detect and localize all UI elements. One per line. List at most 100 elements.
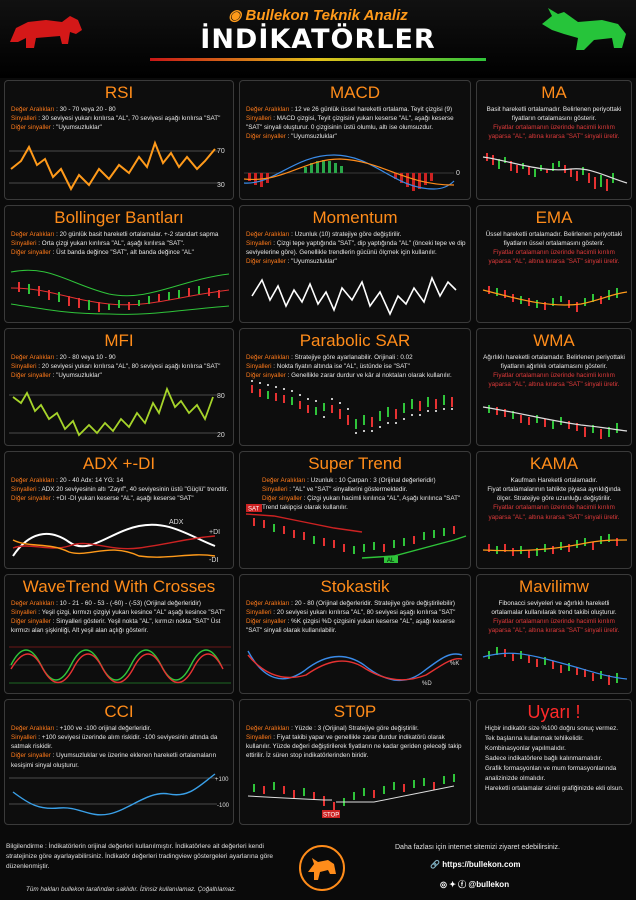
card-title: MACD <box>329 83 381 102</box>
description-title: Kaufman Hareketli ortalamadır. <box>510 477 598 484</box>
card-text: Fibonacci seviyeleri ve ağırlıklı hareke… <box>482 599 626 636</box>
warning-line: Grafik formasyonları ve mum formasyonlar… <box>485 765 617 783</box>
label: Sinyalleri <box>11 734 37 742</box>
level-70: 70 <box>217 148 225 155</box>
bollinger-chart <box>10 269 230 315</box>
card-title: Uyarı ! <box>527 702 581 722</box>
description: Ağırlıklı hareketli ortalamadır. Belirle… <box>483 354 625 371</box>
macd-chart: 0 <box>244 154 460 191</box>
level-minus-100: -100 <box>217 803 230 809</box>
label: Sinyalleri <box>246 734 272 742</box>
description: Basit hareketli ortalamadır. Belirlenen … <box>486 106 622 123</box>
supertrend-chart: SAT AL <box>245 504 467 564</box>
signal-text: Fiyatlar ortalamanın üzerinde hacimli kı… <box>488 372 620 389</box>
value: : Fiyat takibi yapar ve genellikle zarar… <box>246 734 462 760</box>
value: : Yüzde : 3 (Orijinal) Stratejiye göre d… <box>289 725 419 732</box>
bear-icon <box>10 16 82 48</box>
header: ◉ Bullekon Teknik Analiz İNDİKATÖRLER <box>0 0 636 78</box>
description: Fibonacci seviyeleri ve ağırlıklı hareke… <box>491 600 617 617</box>
label: Değer Aralıkları <box>246 231 290 238</box>
value: : 20 - 40 Adx: 14 YG: 14 <box>54 477 124 484</box>
value: : 20 seviyesi yukarı kırılırsa "AL", 80 … <box>36 363 221 371</box>
value: : "AL" ve "SAT" sinyallerini göstermekte… <box>287 486 408 494</box>
warning-line: Sadece indikatörlere bağlı kalınmamalıdı… <box>485 755 603 763</box>
label: Değer Aralıkları <box>11 231 55 238</box>
value: : %K çizgisi %D çizgisini yukarı keserse… <box>246 618 455 635</box>
sat-badge: SAT <box>248 507 260 513</box>
value: : "Uyumsuzluklar" <box>285 258 337 266</box>
card-text: Değer Aralıkları : Stratejiye göre ayarl… <box>246 353 466 380</box>
value: : MACD çizgisi, Teyit çizgisini yukarı k… <box>246 115 454 132</box>
value: : 30 seviyesi yukarı kırılırsa "AL", 70 … <box>36 115 221 123</box>
card-text: Değer Aralıkları : Uzunluk : 10 Çarpan :… <box>262 476 466 513</box>
wma-chart <box>482 405 628 439</box>
card-text: Değer Aralıkları : 12 ve 26 günlük üssel… <box>246 105 466 142</box>
card-text: Değer Aralıkları : Uzunluk (10) strateji… <box>246 230 466 267</box>
card-title: Momentum <box>312 208 398 227</box>
k-label: %K <box>450 661 459 667</box>
value: : 20 - 80 veya 10 - 90 <box>54 354 116 361</box>
label: Diğer sinyaller <box>246 372 286 380</box>
card-ema: EMA Üssel hareketli ortalamadır. Belirle… <box>476 205 632 323</box>
warning-line: Hiçbir indikatör size %100 doğru sonuç v… <box>485 725 618 732</box>
value: : "Uyumsuzluklar" <box>50 372 102 380</box>
label: Diğer sinyaller <box>11 752 51 760</box>
card-bollinger: Bollinger Bantları Değer Aralıkları : 20… <box>4 205 234 323</box>
plus-di-label: +DI <box>209 529 220 536</box>
stop-chart: STOP <box>247 774 455 819</box>
label: Diğer sinyaller <box>246 618 286 626</box>
card-adx: ADX +-DI Değer Aralıkları : 20 - 40 Adx:… <box>4 451 234 569</box>
card-psar: Parabolic SAR Değer Aralıkları : Stratej… <box>239 328 471 446</box>
label: Diğer sinyaller <box>11 495 51 503</box>
psar-chart <box>251 380 453 434</box>
card-title: ADX +-DI <box>82 454 156 473</box>
al-badge: AL <box>387 558 395 564</box>
value: : "Uyumsuzluklar" <box>285 133 337 141</box>
label: Sinyalleri <box>262 486 288 494</box>
adx-chart: ADX +DI -DI <box>12 519 220 564</box>
card-title: Stokastik <box>320 577 390 596</box>
d-label: %D <box>422 681 432 687</box>
label: Diğer sinyaller <box>11 618 51 626</box>
value: : 30 - 70 veya 20 - 80 <box>54 106 116 113</box>
label: Değer Aralıkları <box>262 477 306 484</box>
website-text: https://bullekon.com <box>442 860 521 870</box>
social-handle[interactable]: ◎ ✦ ⓕ @bullekon <box>440 879 509 890</box>
label: Değer Aralıkları <box>11 725 55 732</box>
warning-line: Hareketli ortalamalar süreli grafiğinizd… <box>485 785 624 793</box>
label: Değer Aralıkları <box>246 725 290 732</box>
label: Değer Aralıkları <box>246 600 290 607</box>
card-stokastik: Stokastik Değer Aralıkları : 20 - 80 (Or… <box>239 574 471 694</box>
card-text: Değer Aralıkları : 10 - 21 - 60 - 53 - (… <box>11 599 229 636</box>
card-rsi: RSI Değer Aralıkları : 30 - 70 veya 20 -… <box>4 80 234 200</box>
card-stop: ST0P Değer Aralıkları : Yüzde : 3 (Oriji… <box>239 699 471 825</box>
label: Diğer sinyaller <box>246 258 286 266</box>
description: Üssel hareketli ortalamadır. Belirlenen … <box>485 231 623 248</box>
label: Değer Aralıkları <box>246 354 290 361</box>
level-30: 30 <box>217 182 225 189</box>
website-link[interactable]: 🔗 https://bullekon.com <box>430 860 520 870</box>
card-title: WMA <box>533 331 575 350</box>
level-plus-100: +100 <box>215 777 229 783</box>
value: : Çizgi tepe yaptığında "SAT", dip yaptı… <box>246 240 466 257</box>
card-title: Bollinger Bantları <box>54 208 184 227</box>
card-kama: KAMA Kaufman Hareketli ortalamadır. Fiya… <box>476 451 632 569</box>
link-icon: 🔗 <box>430 860 440 869</box>
card-title: Mavilimw <box>519 577 589 596</box>
brand-text: Bullekon Teknik Analiz <box>245 7 408 24</box>
label: Diğer sinyaller <box>11 372 51 380</box>
value: : ADX 20 seviyesinin altı "Zayıf", 40 se… <box>36 486 229 494</box>
card-text: Değer Aralıkları : 20 günlük basit harek… <box>11 230 229 257</box>
card-title: MFI <box>104 331 134 350</box>
card-cci: CCI Değer Aralıkları : +100 ve -100 orij… <box>4 699 234 825</box>
label: Değer Aralıkları <box>11 106 55 113</box>
mavilimw-chart <box>482 647 628 685</box>
value: : Genellikle zarar durdur ve kâr al nokt… <box>285 372 452 380</box>
value: : Nokta fiyatın altında ise "AL", üstünd… <box>271 363 410 371</box>
label: Sinyalleri <box>246 240 272 248</box>
label: Sinyalleri <box>11 609 37 617</box>
card-title: MA <box>541 83 567 102</box>
label: Sinyalleri <box>246 609 272 617</box>
footer-more: Daha fazlası için internet sitemizi ziya… <box>395 844 560 851</box>
label: Değer Aralıkları <box>11 600 55 607</box>
